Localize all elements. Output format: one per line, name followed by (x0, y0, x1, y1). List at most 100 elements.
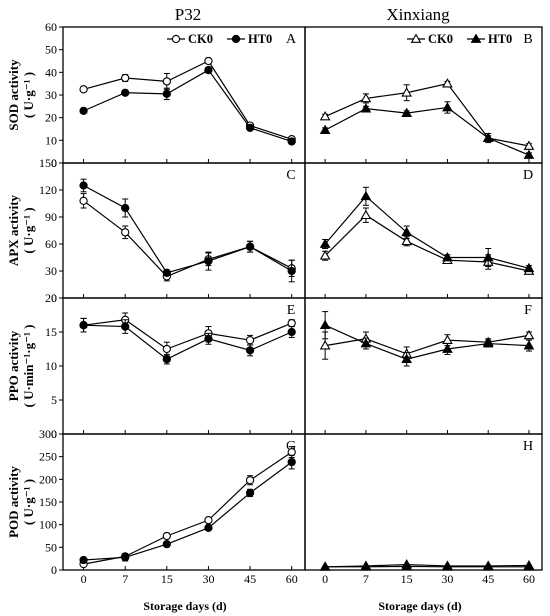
column-title-p32: P32 (175, 5, 201, 24)
y-tick-label-e-20: 20 (45, 291, 57, 305)
panel-letter-h: H (523, 439, 533, 454)
panel-letter-f: F (524, 303, 532, 318)
legend-label-a-ck0: CK0 (188, 32, 213, 46)
panel-frame-g (62, 433, 306, 571)
series-line-d-ht0 (324, 195, 530, 269)
series-line-a-ht0 (83, 69, 292, 143)
series-line-c-ht0 (83, 184, 292, 274)
y-tick-label-g-250: 250 (39, 450, 57, 464)
point-b-ck0-7 (360, 92, 372, 103)
point-b-ht0-7 (360, 103, 372, 113)
point-h-ht0-0 (319, 561, 331, 571)
point-h-ht0-45 (482, 561, 494, 571)
y-tick-label-c-150: 150 (39, 156, 57, 170)
x-tick-label-h-60: 60 (523, 572, 535, 586)
panel-frame-d (304, 162, 543, 299)
point-f-ht0-30 (442, 343, 453, 353)
point-b-ht0-45 (482, 132, 494, 142)
x-tick-label-g-45: 45 (244, 572, 256, 586)
point-h-ht0-60 (523, 561, 535, 571)
point-d-ht0-15 (401, 226, 413, 237)
y-tick-label-e-0: 0 (51, 427, 57, 441)
point-a-ck0-0 (79, 85, 88, 94)
point-e-ht0-60 (287, 327, 296, 337)
point-e-ck0-60 (287, 319, 296, 328)
point-g-ht0-30 (204, 523, 213, 532)
series-line-h-ck0 (325, 563, 529, 568)
panel-frame-c (62, 162, 306, 299)
point-d-ht0-60 (523, 262, 535, 273)
point-c-ht0-30 (204, 256, 213, 266)
x-tick-label-h-45: 45 (482, 572, 494, 586)
x-axis-title-left: Storage days (d) (143, 599, 226, 613)
point-g-ck0-60 (287, 447, 296, 457)
y-tick-label-g-300: 300 (39, 427, 57, 441)
point-g-ht0-60 (287, 457, 296, 467)
point-d-ck0-7 (360, 209, 372, 220)
point-f-ht0-7 (360, 338, 372, 348)
point-c-ht0-45 (245, 242, 255, 251)
y-tick-label-g-0: 0 (51, 563, 57, 577)
y-tick-label-a-40: 40 (45, 65, 57, 79)
point-e-ck0-45 (245, 336, 255, 345)
panel-frame-f (304, 297, 543, 435)
series-line-e-ck0 (83, 319, 292, 350)
x-tick-label-h-7: 7 (363, 572, 369, 586)
point-g-ck0-45 (245, 476, 255, 485)
point-b-ht0-15 (401, 107, 413, 117)
point-c-ck0-0 (79, 196, 88, 205)
point-a-ht0-45 (245, 123, 255, 133)
point-e-ht0-7 (121, 322, 130, 331)
point-c-ht0-60 (287, 266, 296, 276)
y-tick-label-c-60: 60 (45, 237, 57, 251)
y-tick-label-g-200: 200 (39, 472, 57, 486)
legend-marker-b-ck0 (410, 33, 422, 43)
panel-letter-c: C (286, 168, 295, 183)
x-tick-label-g-15: 15 (161, 572, 173, 586)
legend-label-b-ht0: HT0 (488, 32, 512, 46)
point-f-ck0-0 (319, 340, 331, 350)
y-tick-label-c-30: 30 (45, 264, 57, 278)
series-line-d-ck0 (324, 214, 530, 272)
legend-label-a-ht0: HT0 (248, 32, 272, 46)
point-h-ht0-30 (442, 561, 453, 571)
point-b-ht0-0 (319, 124, 331, 134)
legend-label-b-ck0: CK0 (428, 32, 453, 46)
point-a-ht0-0 (79, 106, 88, 116)
y-tick-label-e-10: 10 (45, 359, 57, 373)
y-tick-label-a-20: 20 (45, 111, 57, 125)
point-f-ht0-0 (319, 319, 331, 330)
point-d-ht0-30 (442, 251, 453, 262)
series-line-a-ck0 (83, 60, 292, 140)
point-a-ht0-30 (204, 65, 213, 75)
series-line-c-ck0 (83, 200, 292, 278)
point-d-ck0-0 (319, 250, 331, 260)
y-tick-label-c-120: 120 (39, 183, 57, 197)
point-d-ht0-7 (360, 190, 372, 201)
panel-frame-e (62, 297, 306, 435)
point-f-ht0-45 (482, 338, 494, 348)
x-tick-label-h-15: 15 (401, 572, 413, 586)
y-tick-label-a-10: 10 (45, 133, 57, 147)
x-tick-label-g-0: 0 (81, 572, 87, 586)
y-tick-label-c-0: 0 (51, 291, 57, 305)
point-g-ht0-15 (162, 540, 171, 549)
x-axis-title-right: Storage days (d) (378, 599, 461, 613)
panel-letter-b: B (523, 32, 532, 47)
point-b-ck0-60 (523, 140, 535, 150)
y-tick-label-a-60: 60 (45, 20, 57, 34)
y-tick-label-c-90: 90 (45, 210, 57, 224)
x-tick-label-h-0: 0 (322, 572, 328, 586)
y-axis-unit-c: ( U·g⁻¹ ) (21, 207, 36, 253)
point-e-ht0-0 (79, 321, 88, 330)
point-h-ht0-7 (360, 561, 372, 571)
point-b-ck0-15 (401, 87, 413, 97)
y-tick-label-e-5: 5 (51, 393, 57, 407)
point-g-ht0-7 (121, 553, 130, 562)
series-line-e-ht0 (83, 324, 292, 360)
point-b-ht0-60 (523, 149, 535, 159)
y-axis-label-c: APX activity (6, 194, 21, 266)
y-axis-unit-e: ( U·min⁻¹·g⁻¹ ) (21, 325, 36, 408)
